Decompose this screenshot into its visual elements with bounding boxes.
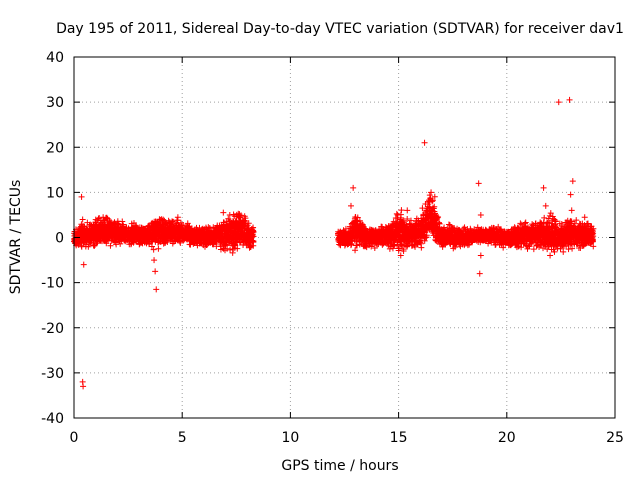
outlier-point [540,184,547,191]
data-point [165,217,172,224]
x-tick-label: 10 [281,430,299,446]
outlier-point [220,209,227,216]
outlier-point [566,96,573,103]
outlier-point [347,202,354,209]
data-point [85,243,92,250]
y-tick-label: 20 [46,140,64,156]
outlier-point [78,193,85,200]
outlier-point [80,383,87,390]
outlier-point [581,214,588,221]
y-tick-labels: -40 -30 -20 -10 0 10 20 30 40 [41,50,64,427]
data-point [113,241,120,248]
data-point [93,240,100,247]
outlier-point [153,286,160,293]
outlier-point [174,214,181,221]
outlier-point [568,207,575,214]
outlier-point [542,202,549,209]
outlier-point [404,207,411,214]
y-axis-label: SDTVAR / TECUs [8,180,24,295]
outlier-point [155,245,162,252]
x-tick-label: 15 [390,430,408,446]
data-point [530,246,537,253]
outlier-point [152,268,159,275]
y-tick-label: 10 [46,185,64,201]
outlier-point [151,257,158,264]
x-tick-label: 5 [178,430,187,446]
data-point [170,218,177,225]
outlier-point [567,191,574,198]
data-point [107,242,114,249]
outlier-point [350,184,357,191]
y-tick-label: 40 [46,50,64,66]
data-point [560,248,567,255]
outlier-point [428,189,435,196]
data-point [150,246,157,253]
data-points [71,96,597,390]
outlier-point [555,99,562,106]
data-point [234,245,241,252]
data-point [148,243,155,250]
outlier-point [80,261,87,268]
data-point [398,207,405,214]
y-tick-label: -30 [41,366,64,382]
outlier-point [477,211,484,218]
y-tick-label: -10 [41,276,64,292]
x-tick-label: 25 [606,430,624,446]
data-point [418,244,425,251]
outlier-point [79,216,86,223]
outlier-point [547,252,554,259]
y-tick-label: 0 [55,231,64,247]
data-point [224,245,231,252]
data-point [117,240,124,247]
outlier-point [476,270,483,277]
outlier-point [477,252,484,259]
data-point [229,249,236,256]
outlier-point [421,139,428,146]
x-tick-labels: 0 5 10 15 20 25 [70,430,624,446]
data-point [177,239,184,246]
outlier-point [226,211,233,218]
data-point [541,214,548,221]
outlier-point [569,178,576,185]
y-tick-label: -40 [41,411,64,427]
data-point [238,212,245,219]
x-tick-label: 20 [498,430,516,446]
x-axis-label: GPS time / hours [281,458,398,474]
chart-title: Day 195 of 2011, Sidereal Day-to-day VTE… [56,21,624,37]
y-tick-label: 30 [46,95,64,111]
outlier-point [475,180,482,187]
y-tick-label: -20 [41,321,64,337]
data-point [119,218,126,225]
data-point [164,238,171,245]
data-point [573,217,580,224]
x-tick-label: 0 [70,430,79,446]
data-point [227,246,234,253]
